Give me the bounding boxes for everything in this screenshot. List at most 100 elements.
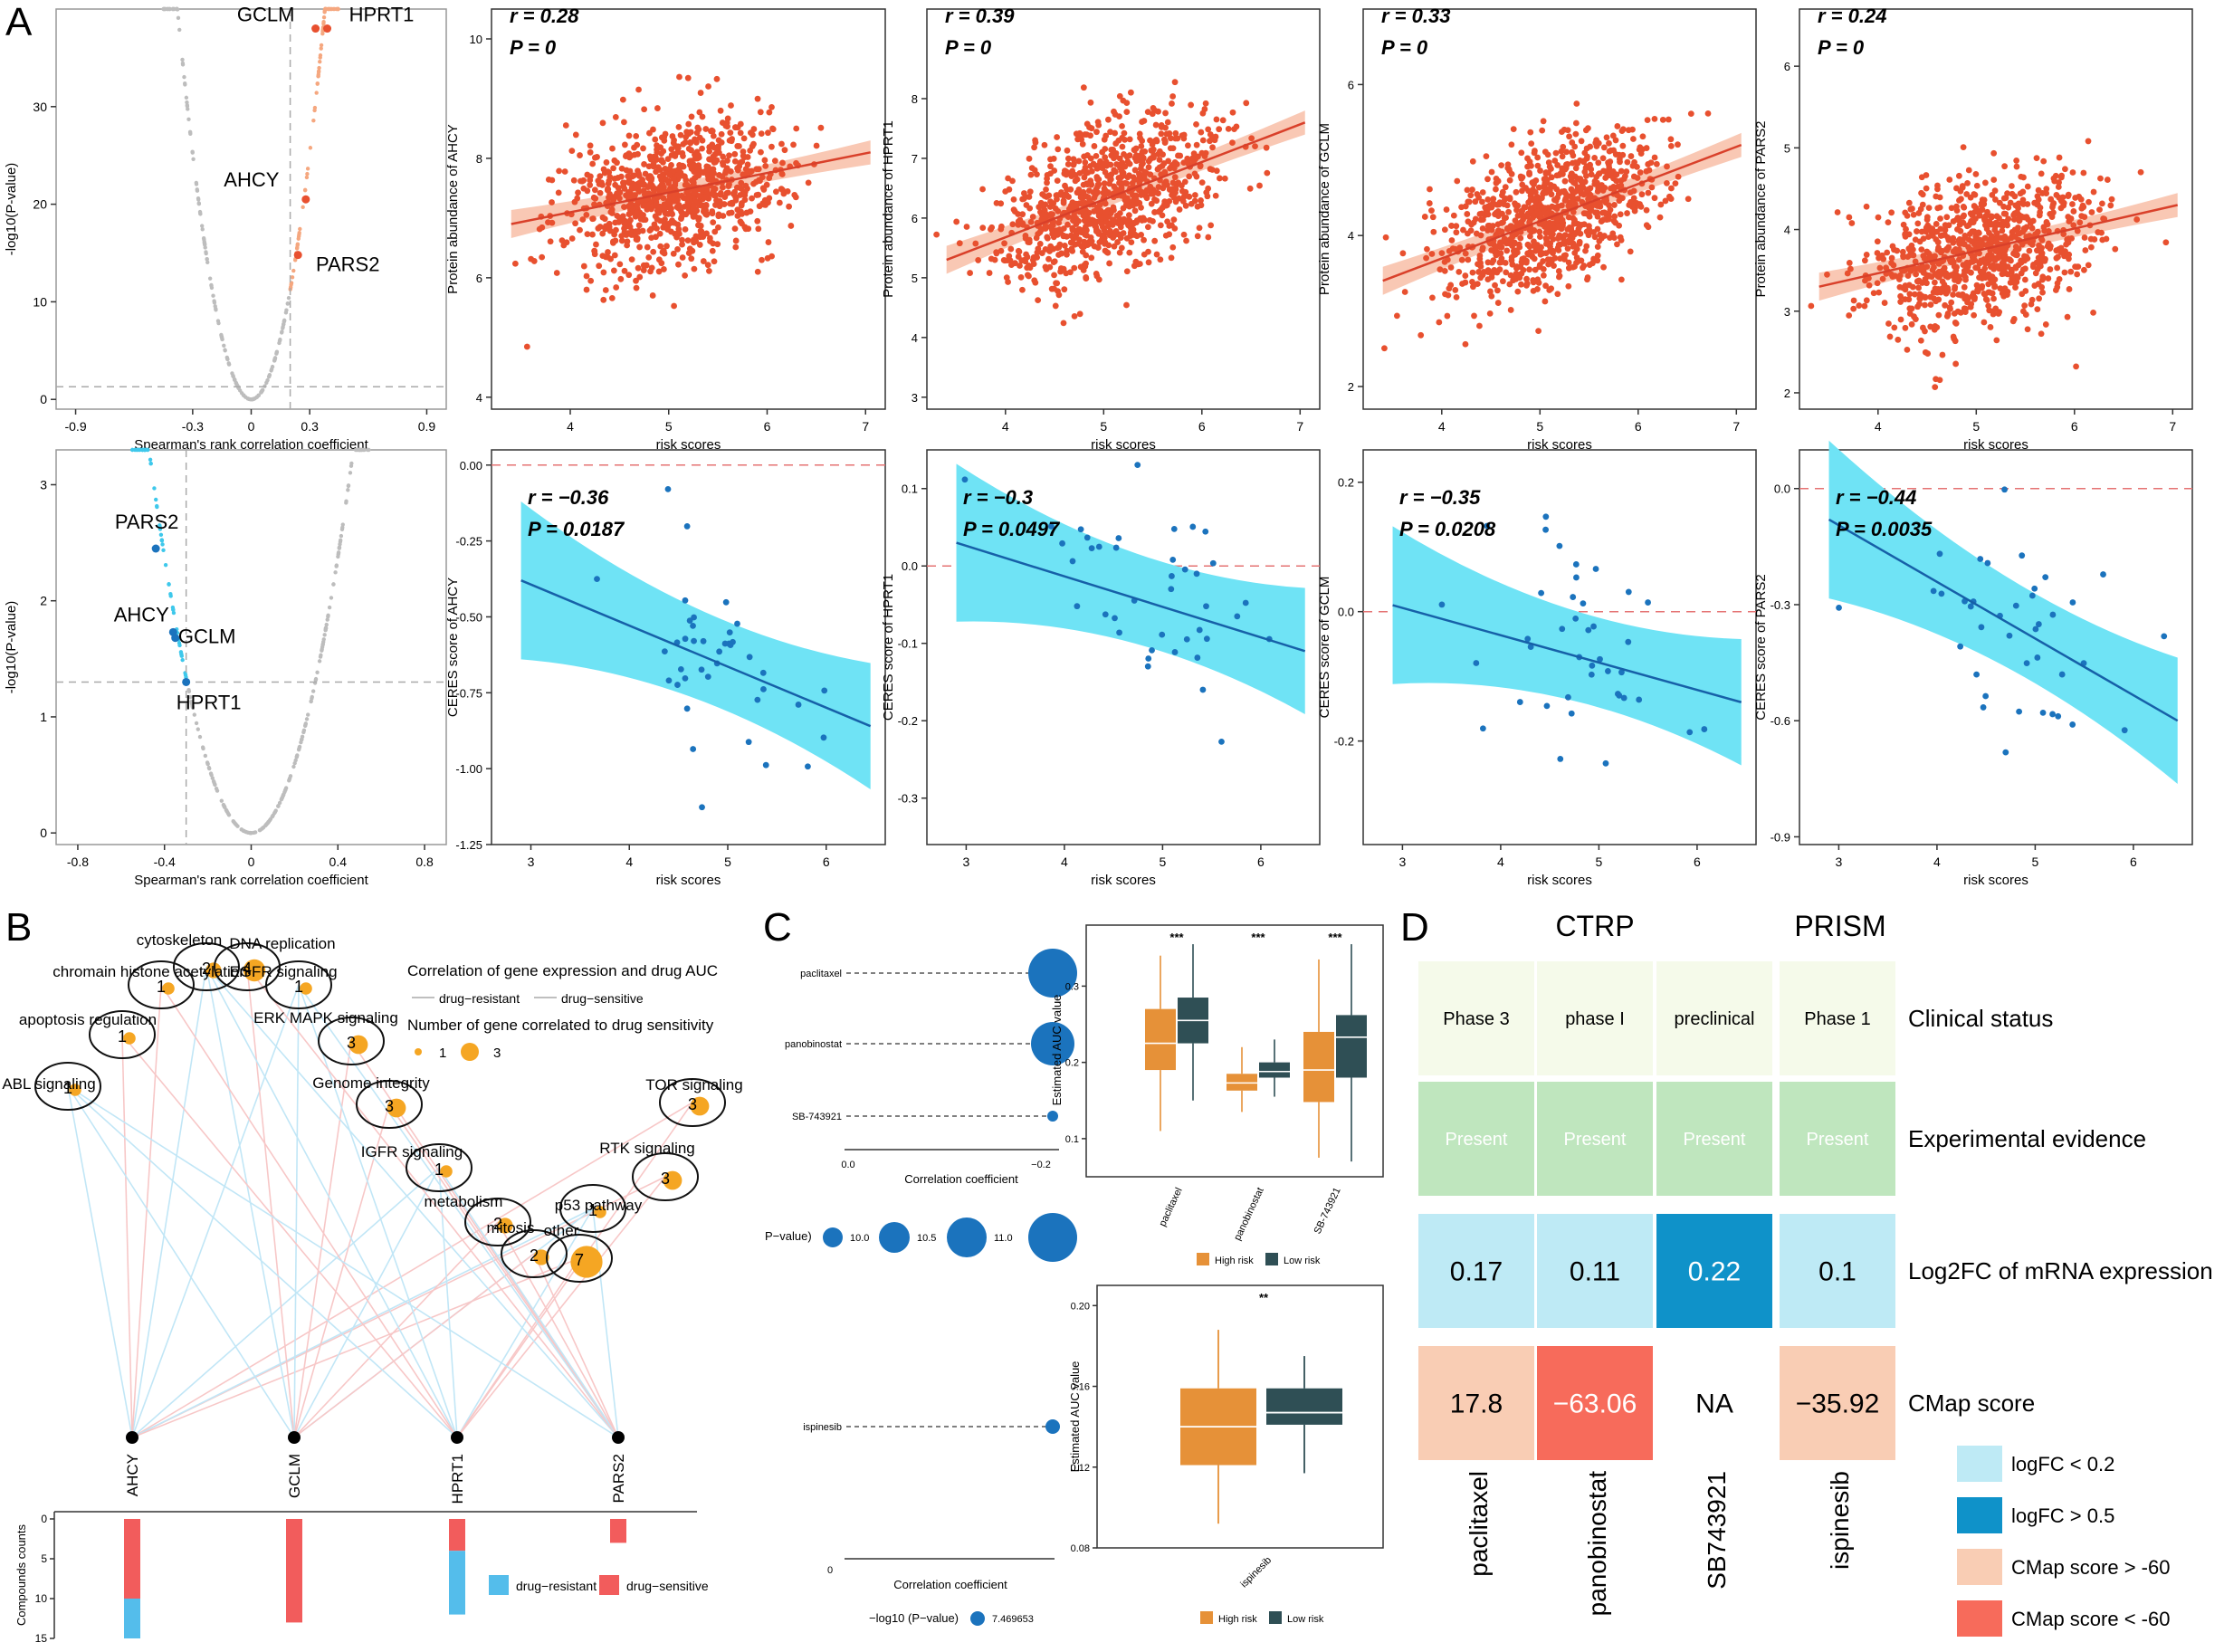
scatter-point [2076, 193, 2083, 200]
scatter-point [963, 224, 970, 230]
scatter-point [1243, 100, 1250, 107]
volcano-point [220, 337, 224, 341]
scatter-point [1054, 134, 1061, 140]
pvalue-legend-label: 11.0 [994, 1233, 1013, 1244]
table-cell-value-evidence: Present [1564, 1130, 1627, 1150]
scatter-point [571, 198, 578, 205]
scatter-point [1617, 158, 1623, 166]
scatter-point [692, 213, 699, 220]
scatter-point [1585, 196, 1591, 203]
network-edge [298, 984, 619, 1438]
scatter-point [645, 253, 653, 261]
scatter-point [1098, 215, 1104, 222]
scatter-point [2065, 214, 2072, 220]
scatter-point [1891, 324, 1898, 331]
scatter-point [1112, 168, 1119, 176]
scatter-point [1551, 158, 1559, 164]
scatter-point [1986, 229, 1992, 236]
scatter-point [1959, 183, 1966, 189]
scatter-point [2038, 283, 2046, 291]
scatter-point [645, 190, 652, 197]
scatter-point [1555, 190, 1562, 197]
scatter-ytick-label: -0.25 [455, 535, 482, 549]
scatter-point [1592, 566, 1599, 572]
scatter-point [1209, 559, 1217, 567]
scatter-point [710, 132, 717, 139]
scatter-point [1591, 234, 1599, 241]
scatter-points [594, 486, 828, 811]
scatter-point [1064, 221, 1071, 228]
scatter-point [612, 237, 619, 244]
scatter-point [755, 225, 762, 233]
scatter-point [1933, 228, 1941, 235]
scatter-point [618, 233, 625, 240]
scatter-point [709, 247, 716, 254]
scatter-point [547, 238, 554, 245]
scatter-point [1087, 132, 1094, 139]
pathway-ellipse [659, 1078, 726, 1127]
volcano-gene-label: PARS2 [115, 511, 179, 533]
pathway-node [300, 982, 312, 995]
scatter-point [1148, 155, 1154, 162]
scatter-point [2013, 158, 2020, 164]
scatter-point [1024, 264, 1031, 272]
scatter-point [759, 669, 767, 676]
scatter-point [2107, 202, 2114, 209]
scatter-point [1986, 289, 1993, 296]
table-cell-clinical [1418, 961, 1534, 1075]
scatter-point [697, 234, 703, 241]
scatter-point [743, 209, 750, 216]
scatter-point [1075, 158, 1083, 165]
scatter-ytick-label: 2 [1348, 380, 1354, 394]
scatter-point [729, 200, 736, 207]
scatter-point [1519, 181, 1526, 188]
scatter-point [1848, 220, 1856, 226]
scatter-point [2042, 321, 2049, 328]
table-drug-label: paclitaxel [1465, 1471, 1493, 1577]
lollipop-dot [1045, 1419, 1060, 1434]
correlation-p: P = 0.0208 [1399, 518, 1496, 540]
volcano-point [334, 564, 339, 568]
scatter-point [1974, 207, 1981, 215]
scatter-point [1846, 214, 1853, 221]
volcano-gene-label: PARS2 [316, 253, 380, 276]
scatter-point [1983, 242, 1990, 248]
scatter-point [2096, 206, 2103, 214]
scatter-point [1424, 245, 1430, 253]
pathway-label: other [544, 1222, 579, 1239]
scatter-point [664, 197, 672, 205]
scatter-point [729, 136, 735, 142]
scatter-point [1123, 180, 1131, 187]
scatter-point [1117, 224, 1124, 231]
scatter-point [1580, 191, 1588, 198]
legend-high-risk-label: High risk [1215, 1256, 1254, 1266]
scatter-point [1876, 264, 1884, 272]
volcano-point [224, 355, 230, 360]
scatter-point [738, 208, 744, 215]
scatter-point [1429, 294, 1436, 301]
scatter-point [1170, 525, 1178, 532]
scatter-point [2066, 255, 2072, 263]
volcano-point [224, 809, 229, 814]
scatter-point [1155, 108, 1161, 115]
scatter-point [781, 147, 788, 154]
scatter-point [1022, 233, 1029, 239]
scatter-point [555, 189, 562, 196]
pvalue-legend-dot [1028, 1213, 1077, 1262]
scatter-point [2026, 247, 2033, 254]
scatter-point [1438, 250, 1446, 257]
scatter-point [1518, 149, 1525, 157]
scatter-point [2021, 276, 2028, 283]
scatter-point [1961, 283, 1968, 291]
scatter-point [1548, 257, 1555, 264]
scatter-point [1643, 206, 1650, 214]
scatter-point [1462, 272, 1469, 279]
scatter-point [1614, 691, 1621, 697]
scatter-point [1129, 179, 1136, 186]
volcano-point [213, 782, 217, 787]
scatter-point [1653, 160, 1660, 167]
scatter-point [1436, 319, 1443, 326]
volcano-point [285, 301, 291, 306]
scatter-point [2100, 215, 2106, 222]
scatter-point [1470, 283, 1476, 291]
